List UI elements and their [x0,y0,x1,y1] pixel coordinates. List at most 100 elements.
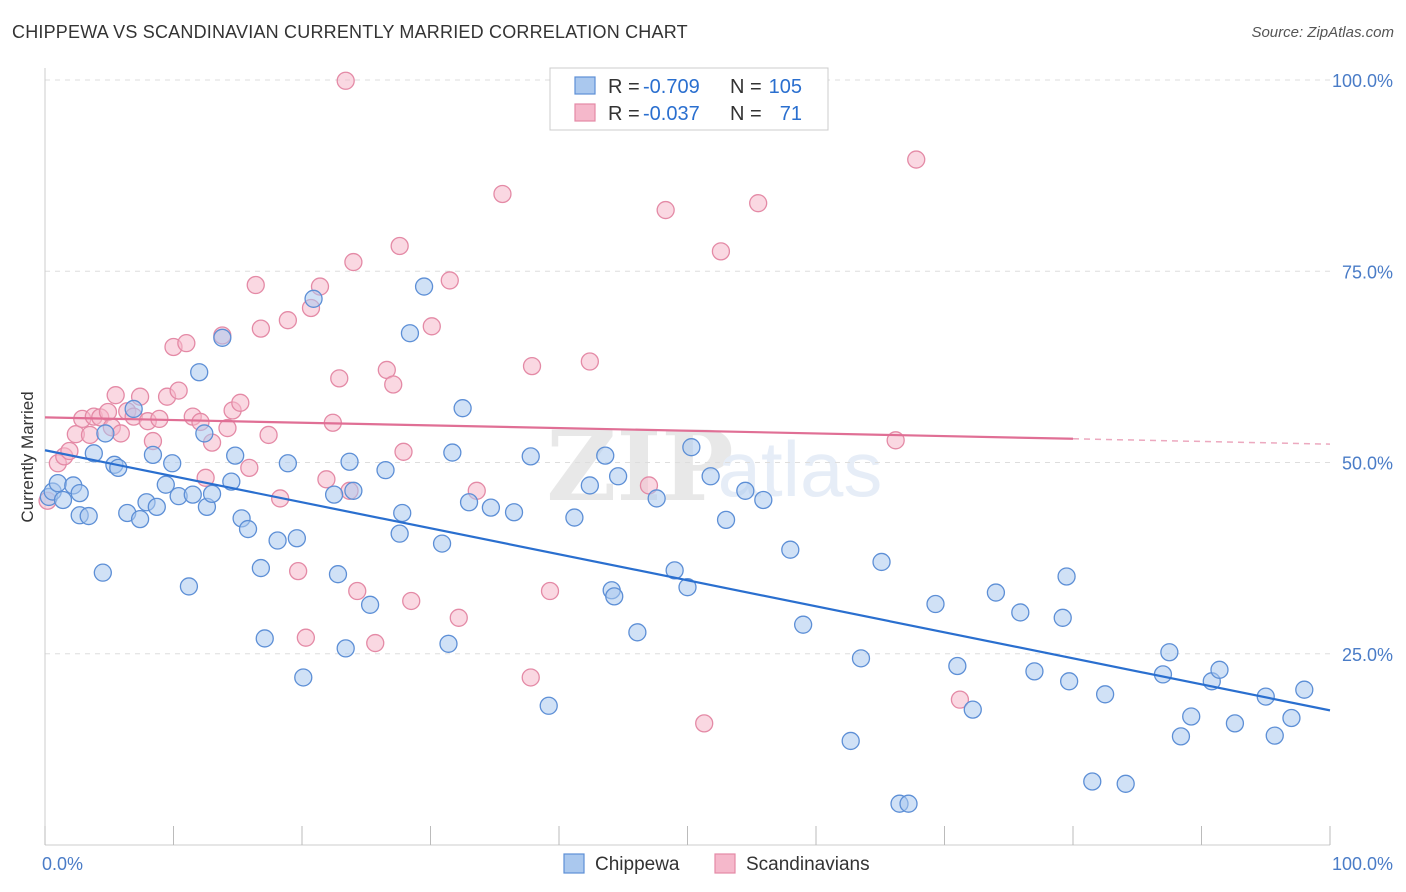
legend-n-label-2: N = [730,103,762,125]
stats-legend-box [549,67,829,131]
grid-lines [45,79,1330,655]
scandinavians-point-64 [695,714,714,733]
chippewa-point-81 [899,794,918,813]
chippewa-point-88 [1053,608,1072,627]
chippewa-point-24 [190,363,209,382]
scandinavians-point-37 [288,561,308,581]
chippewa-point-33 [251,558,271,578]
scandinavians-point-60 [540,581,560,601]
chippewa-point-37 [287,529,307,548]
chippewa-points [39,277,1314,813]
chippewa-point-29 [222,472,241,491]
chippewa-point-47 [390,524,409,543]
chippewa-point-72 [716,510,736,530]
chippewa-point-86 [1011,603,1030,622]
legend-r-value-1: -0.709 [643,76,700,98]
scandinavians-point-49 [384,375,403,394]
chippewa-point-104 [1295,680,1314,699]
scandinavians-trend-line [44,416,1074,440]
chippewa-point-42 [336,639,355,658]
scandinavians-point-11 [106,386,125,405]
scandinavians-point-12 [111,424,130,443]
chippewa-point-27 [202,484,222,504]
bottom-legend-label-chippewa: Chippewa [595,854,680,875]
chippewa-point-50 [414,277,434,296]
chippewa-point-14 [124,399,143,419]
y-tick-label-2: 75.0% [1342,262,1393,282]
chippewa-point-35 [268,531,287,550]
chippewa-point-95 [1160,643,1179,662]
chippewa-point-59 [539,696,558,715]
x-tick-label-0: 0.0% [42,854,83,874]
chippewa-point-20 [163,454,182,473]
chippewa-point-39 [304,289,323,308]
chippewa-point-17 [143,445,163,465]
chippewa-point-8 [84,444,103,463]
legend-r-label-1: R = [608,76,640,98]
chippewa-point-10 [96,424,115,443]
bottom-legend-swatch-scandinavians [714,853,736,874]
chippewa-point-65 [608,467,628,486]
tick-labels: 25.0% 50.0% 75.0% 100.0% 0.0% 100.0% [42,71,1393,874]
chippewa-point-73 [736,481,755,500]
scandinavians-point-58 [521,668,540,687]
chippewa-point-79 [872,552,891,572]
chippewa-point-97 [1182,707,1201,726]
chippewa-point-69 [678,578,697,597]
chippewa-point-15 [130,509,150,529]
watermark-atlas: atlas [718,425,883,513]
scandinavians-point-70 [336,71,355,90]
chippewa-point-61 [580,476,599,495]
chippewa-point-70 [682,438,701,457]
chippewa-point-82 [926,594,945,614]
chippewa-point-75 [781,540,800,559]
watermark-zip: ZIP [546,410,733,523]
scandinavians-point-51 [394,442,413,461]
scandinavians-point-66 [749,194,768,213]
chippewa-point-92 [1095,685,1115,704]
y-tick-label-3: 100.0% [1332,71,1393,91]
axes [44,68,1331,846]
chippewa-point-71 [701,467,720,486]
scandinavians-point-45 [344,252,363,272]
chippewa-point-38 [294,668,313,687]
chippewa-point-52 [439,634,458,653]
scandinavians-point-31 [240,458,259,478]
chippewa-point-62 [596,446,615,465]
chippewa-point-49 [400,324,420,343]
chippewa-point-87 [1025,662,1044,681]
chippewa-point-46 [376,460,395,480]
chippewa-point-6 [70,483,89,503]
chippewa-point-67 [647,489,666,508]
chart-title: CHIPPEWA VS SCANDINAVIAN CURRENTLY MARRI… [12,22,688,42]
scandinavians-point-21 [169,381,188,400]
legend-swatch-scandinavians [574,103,596,122]
chippewa-point-53 [443,443,462,462]
chippewa-point-102 [1265,726,1284,745]
legend-swatch-chippewa [574,76,596,95]
stats-legend: R = -0.709 N = 105 R = -0.037 N = 71 [549,67,829,131]
scandinavians-point-33 [251,319,271,338]
chippewa-point-78 [851,649,871,668]
legend-n-label-1: N = [730,76,762,98]
chippewa-point-76 [794,615,813,634]
scandinavians-point-54 [440,271,459,290]
chippewa-point-84 [963,700,982,719]
chippewa-point-45 [360,595,380,614]
scandinavians-point-28 [218,418,237,438]
scandinavians-point-59 [522,356,542,376]
y-axis-title: Currently Married [18,391,37,522]
chippewa-point-64 [605,587,624,606]
chippewa-point-36 [278,454,298,473]
chippewa-point-34 [255,629,274,648]
chippewa-point-74 [754,490,773,510]
chippewa-point-18 [147,497,166,517]
scandinavians-point-6 [80,425,100,445]
chippewa-point-56 [481,498,501,517]
chippewa-point-12 [109,458,128,478]
chippewa-point-100 [1225,714,1245,733]
chippewa-point-40 [324,485,344,504]
scandinavians-point-50 [390,236,409,256]
bottom-legend-swatch-chippewa [563,853,585,874]
